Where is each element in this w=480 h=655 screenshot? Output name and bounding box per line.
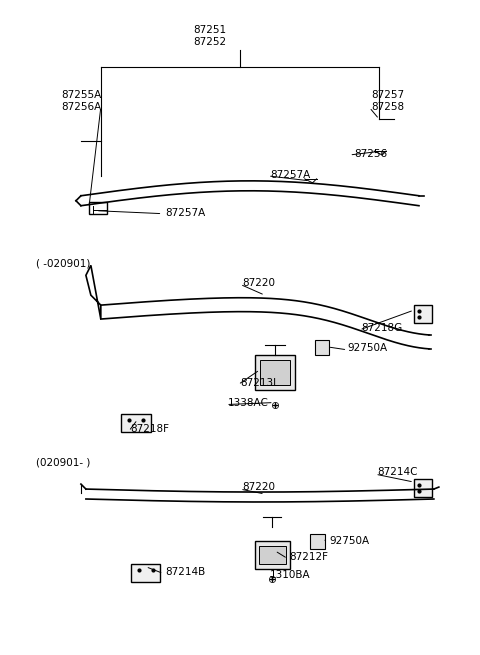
- Text: 87256: 87256: [354, 149, 387, 159]
- Text: 1338AC: 1338AC: [228, 398, 269, 407]
- FancyBboxPatch shape: [131, 563, 160, 582]
- FancyBboxPatch shape: [120, 415, 151, 432]
- FancyBboxPatch shape: [89, 202, 107, 214]
- FancyBboxPatch shape: [259, 546, 286, 563]
- PathPatch shape: [86, 265, 101, 319]
- FancyBboxPatch shape: [260, 360, 290, 384]
- Text: 87213L: 87213L: [240, 378, 279, 388]
- Text: 87214B: 87214B: [166, 567, 206, 576]
- Text: 87214C: 87214C: [377, 467, 418, 477]
- Text: 87256A: 87256A: [61, 102, 101, 112]
- FancyBboxPatch shape: [414, 305, 432, 323]
- Text: 87252: 87252: [193, 37, 227, 47]
- Text: 92750A: 92750A: [329, 536, 370, 546]
- FancyBboxPatch shape: [255, 541, 290, 569]
- Text: (020901- ): (020901- ): [36, 457, 91, 467]
- Text: 87218G: 87218G: [361, 323, 403, 333]
- FancyBboxPatch shape: [310, 534, 324, 549]
- Text: 87220: 87220: [242, 278, 275, 288]
- Text: 87255A: 87255A: [61, 90, 101, 100]
- Text: 87257: 87257: [371, 90, 404, 100]
- Text: 87212F: 87212F: [290, 552, 329, 562]
- Text: 92750A: 92750A: [348, 343, 387, 353]
- FancyBboxPatch shape: [414, 479, 432, 497]
- Text: 87258: 87258: [371, 102, 404, 112]
- Text: 87257A: 87257A: [270, 170, 310, 180]
- Text: 87220: 87220: [242, 482, 275, 492]
- FancyBboxPatch shape: [255, 355, 295, 390]
- Text: 87257A: 87257A: [166, 208, 206, 217]
- Text: 87218F: 87218F: [131, 424, 169, 434]
- Text: 87251: 87251: [193, 25, 227, 35]
- Text: 1310BA: 1310BA: [270, 570, 311, 580]
- Text: ( -020901): ( -020901): [36, 258, 91, 269]
- FancyBboxPatch shape: [314, 340, 329, 355]
